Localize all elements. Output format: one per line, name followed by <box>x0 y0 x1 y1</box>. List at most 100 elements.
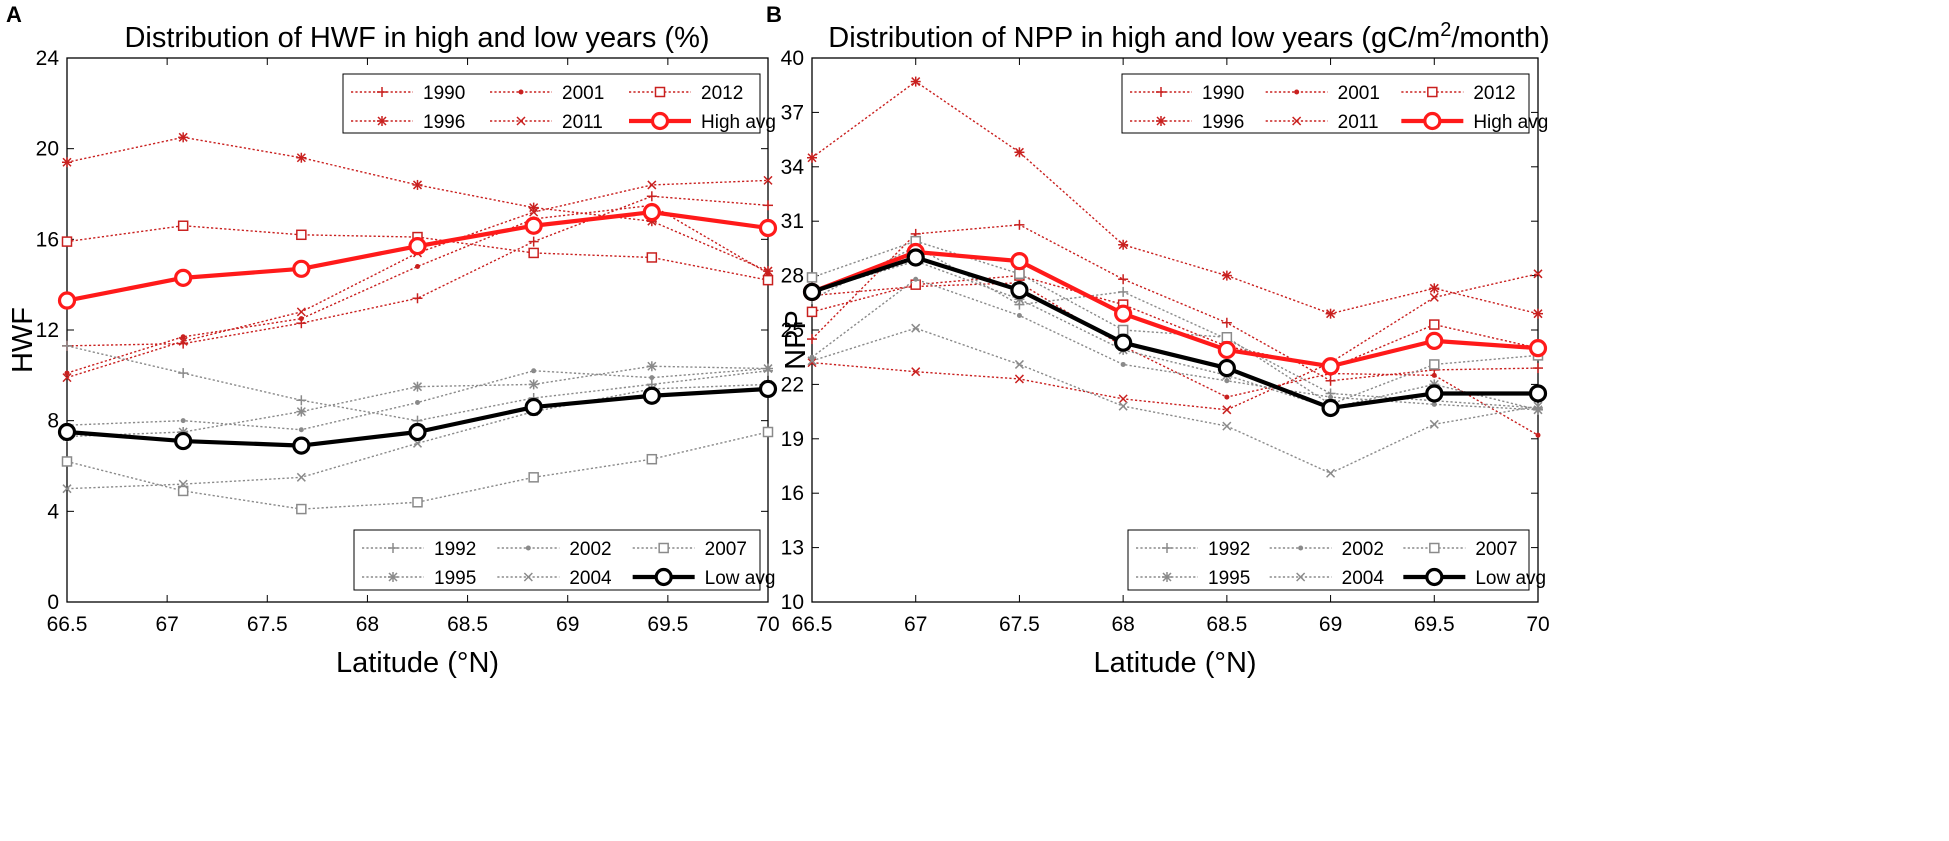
series-low-avg <box>802 248 1548 418</box>
legend-label: 2002 <box>1342 539 1384 560</box>
data-point <box>1429 319 1440 330</box>
data-point <box>178 368 189 379</box>
data-point <box>1221 317 1232 328</box>
data-point <box>1118 274 1129 285</box>
data-point <box>528 247 539 259</box>
legend-item: 1990 <box>351 83 465 104</box>
data-point <box>178 338 189 349</box>
panel-label: B <box>766 2 782 27</box>
legend-box <box>1127 529 1530 591</box>
x-tick-label: 68 <box>356 613 379 636</box>
data-point <box>1431 401 1437 407</box>
data-point <box>178 132 189 143</box>
data-point <box>646 252 658 263</box>
legend-low: 1992 2002 2007 1995 2004 Low avg <box>1127 529 1546 591</box>
x-tick-label: 69.5 <box>1414 613 1455 636</box>
data-point <box>528 379 539 390</box>
data-point <box>528 236 539 247</box>
data-point <box>412 293 423 304</box>
legend-marker <box>377 87 387 97</box>
y-tick-label: 13 <box>781 537 804 560</box>
y-axis-label: HWF <box>7 307 39 373</box>
data-point <box>762 426 774 438</box>
legend-item: 1990 <box>1130 83 1244 104</box>
legend-label: 2004 <box>1342 568 1385 589</box>
series-line <box>811 282 1539 436</box>
data-point <box>1533 269 1543 279</box>
data-point <box>1014 219 1025 230</box>
x-tick-label: 70 <box>1526 613 1549 636</box>
legend-marker <box>523 572 533 582</box>
data-point <box>1217 340 1236 360</box>
data-point <box>1429 419 1439 429</box>
y-tick-label: 4 <box>47 500 59 523</box>
series-line <box>811 245 1539 409</box>
legend-item: Low avg <box>1403 567 1546 589</box>
data-point <box>1425 331 1444 350</box>
x-axis-label: Latitude (°N) <box>1093 647 1256 679</box>
legend-marker <box>388 543 398 553</box>
data-point <box>1118 394 1128 404</box>
legend-item: 2001 <box>490 83 604 104</box>
data-point <box>298 316 304 322</box>
data-point <box>1425 384 1444 403</box>
data-point <box>1114 304 1133 323</box>
data-point <box>1016 312 1022 318</box>
data-point <box>1118 239 1129 250</box>
data-point <box>802 282 822 302</box>
legend-marker <box>518 89 524 95</box>
legend-label: 2011 <box>562 112 603 133</box>
data-point <box>807 358 817 368</box>
legend-marker <box>650 111 670 131</box>
data-point <box>296 406 307 417</box>
legend-item: Low avg <box>632 567 775 589</box>
data-point <box>1431 372 1437 378</box>
legend-marker <box>388 572 398 582</box>
y-tick-label: 22 <box>781 373 804 396</box>
chart-title: Distribution of NPP in high and low year… <box>828 19 1549 54</box>
data-point <box>1321 357 1340 376</box>
data-point <box>178 479 188 489</box>
data-point <box>408 422 427 442</box>
chart-title-main: Distribution of HWF in high and low year… <box>124 22 709 54</box>
data-point <box>646 191 657 202</box>
data-point <box>1118 401 1128 411</box>
chart-title: Distribution of HWF in high and low year… <box>124 22 709 54</box>
data-point <box>1221 270 1232 281</box>
y-axis-label: NPP <box>780 310 812 370</box>
legend-label: High avg <box>1473 112 1548 133</box>
data-point <box>642 386 661 405</box>
data-point <box>1217 358 1236 378</box>
legend-label: 2001 <box>1338 83 1380 104</box>
data-point <box>1120 361 1126 367</box>
legend-label: 1996 <box>1202 112 1244 133</box>
data-point <box>296 307 306 317</box>
legend-label: High avg <box>701 112 776 133</box>
data-point <box>415 264 420 270</box>
data-point <box>913 276 919 282</box>
y-tick-label: 19 <box>781 428 804 451</box>
y-tick-label: 34 <box>781 156 805 179</box>
data-point <box>57 291 77 310</box>
data-point <box>296 503 307 515</box>
legend-item: 2001 <box>1265 83 1380 104</box>
series-line <box>811 255 1538 411</box>
data-point <box>412 381 423 392</box>
legend-item: 2007 <box>632 539 747 560</box>
data-point <box>1014 268 1025 280</box>
x-tick-label: 69.5 <box>647 613 688 636</box>
data-point <box>57 422 77 442</box>
legend-marker <box>377 116 387 126</box>
series-line <box>811 274 1539 369</box>
legend-marker <box>1427 86 1438 98</box>
data-point <box>911 367 921 377</box>
y-tick-label: 25 <box>781 319 804 342</box>
y-tick-label: 16 <box>781 482 804 505</box>
data-point <box>1221 332 1233 343</box>
x-tick-label: 67.5 <box>247 613 288 636</box>
data-point <box>1429 292 1439 302</box>
legend-label: 1996 <box>423 112 465 133</box>
data-point <box>298 427 304 433</box>
legend-label: 1992 <box>434 539 476 560</box>
